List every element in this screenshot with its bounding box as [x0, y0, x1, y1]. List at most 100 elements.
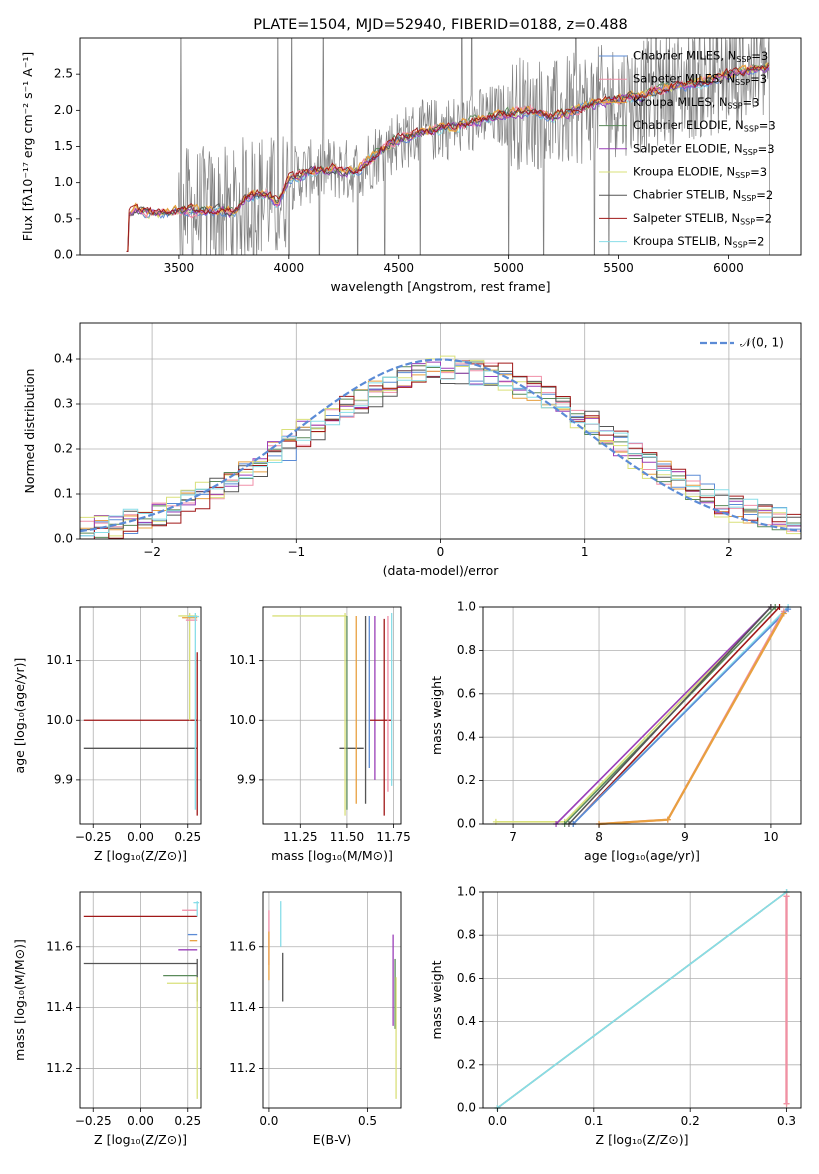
axes-frame	[79, 606, 202, 825]
y-tick-label: 0.2	[457, 773, 476, 787]
x-tick-label: 0.25	[174, 1114, 201, 1128]
legend-value: =3	[750, 165, 767, 179]
legend-entry: Salpeter MILES, NSSP=3	[633, 72, 767, 87]
x-tick-label: −2	[143, 545, 161, 559]
x-tick-label: 8	[595, 830, 603, 844]
legend-subscript: SSP	[735, 171, 750, 180]
x-tick-label: 0.00	[127, 830, 154, 844]
legend-value: =2	[756, 188, 773, 202]
axes-frame	[482, 606, 802, 825]
x-axis-label: Z [log₁₀(Z/Z⊙)]	[94, 1132, 187, 1147]
x-axis-label: wavelength [Angstrom, rest frame]	[330, 279, 550, 294]
legend-entry: Kroupa ELODIE, NSSP=3	[633, 165, 767, 180]
y-tick-label: 0.0	[54, 248, 73, 262]
y-tick-label: 11.6	[229, 939, 256, 953]
model-line	[126, 64, 770, 252]
y-tick-label: 0.4	[457, 730, 476, 744]
x-tick-label: 11.25	[283, 830, 317, 844]
y-tick-label: 10.0	[229, 713, 256, 727]
y-tick-label: 1.0	[54, 175, 73, 189]
x-axis-label: Z [log₁₀(Z/Z⊙)]	[94, 848, 187, 863]
x-tick-label: 5000	[493, 261, 524, 275]
mass-weight-line	[598, 612, 785, 826]
normal-curve	[79, 358, 802, 533]
legend-subscript: SSP	[736, 55, 751, 64]
x-tick-label: 10	[763, 830, 778, 844]
axes-layer	[76, 37, 802, 1112]
x-tick-label: 0.5	[358, 1114, 377, 1128]
legend-value: =3	[751, 49, 768, 63]
x-tick-label: −0.25	[75, 830, 112, 844]
y-tick-label: 10.1	[229, 653, 256, 667]
x-tick-label: 4000	[274, 261, 305, 275]
legend-subscript: SSP	[743, 147, 758, 156]
y-tick-label: 0.8	[457, 643, 476, 657]
x-tick-label: 2	[725, 545, 733, 559]
x-tick-label: 11.50	[330, 830, 364, 844]
y-tick-label: 0.0	[54, 532, 73, 546]
axes-frame	[79, 891, 202, 1109]
legend-entry: 𝒩(0, 1)	[740, 336, 784, 350]
y-tick-label: 11.4	[229, 1000, 256, 1014]
y-tick-label: 9.9	[237, 772, 256, 786]
x-tick-label: 3500	[164, 261, 195, 275]
y-tick-label: 0.4	[54, 352, 73, 366]
legend-subscript: SSP	[735, 78, 750, 87]
x-tick-label: 4500	[383, 261, 414, 275]
mass-weight-line	[572, 608, 789, 825]
y-tick-label: 0.4	[457, 1014, 476, 1028]
legend-entry: Chabrier MILES, NSSP=3	[633, 49, 768, 64]
y-tick-label: 2.5	[54, 67, 73, 81]
y-tick-label: 0.0	[457, 817, 476, 831]
x-axis-label: (data-model)/error	[383, 563, 500, 578]
legend-value: =2	[748, 234, 765, 248]
y-axis-label: mass [log₁₀(M/M⊙)]	[12, 939, 27, 1061]
axes-frame	[79, 322, 802, 540]
axes-frame	[482, 891, 802, 1109]
x-tick-label: 5500	[603, 261, 634, 275]
y-tick-label: 1.5	[54, 139, 73, 153]
mass-weight-line	[497, 891, 787, 1109]
y-tick-label: 0.1	[54, 487, 73, 501]
legend-subscript: SSP	[728, 101, 743, 110]
x-tick-label: 0.25	[174, 830, 201, 844]
y-tick-label: 11.2	[46, 1061, 73, 1075]
legend-subscript: SSP	[744, 124, 759, 133]
y-tick-label: 11.2	[229, 1061, 256, 1075]
y-tick-label: 0.6	[457, 686, 476, 700]
x-axis-label: mass [log₁₀(M/M⊙)]	[271, 848, 393, 863]
legend-value: =3	[750, 72, 767, 86]
y-tick-label: 1.0	[457, 885, 476, 899]
y-tick-label: 0.0	[457, 1101, 476, 1115]
y-tick-label: 0.8	[457, 928, 476, 942]
x-tick-label: 7	[509, 830, 517, 844]
histogram-kroupa-elodie	[80, 355, 801, 537]
data-layer	[79, 38, 802, 1111]
legend-entry: Salpeter ELODIE, NSSP=3	[633, 141, 775, 156]
y-tick-label: 0.5	[54, 211, 73, 225]
y-tick-label: 10.0	[46, 713, 73, 727]
y-tick-label: 0.2	[54, 442, 73, 456]
x-axis-label: E(B-V)	[313, 1132, 352, 1147]
legend-entry: Chabrier ELODIE, NSSP=3	[633, 118, 776, 133]
legend-entry: Kroupa MILES, NSSP=3	[633, 95, 759, 110]
axes-frame	[262, 606, 402, 825]
y-tick-label: 0.3	[54, 397, 73, 411]
legend-value: =3	[743, 95, 760, 109]
axes-frame	[262, 891, 402, 1109]
y-axis-label: mass weight	[429, 960, 444, 1039]
mass-weight-line	[598, 610, 785, 826]
x-tick-label: −1	[287, 545, 305, 559]
y-tick-label: 0.2	[457, 1057, 476, 1071]
x-tick-label: 0.3	[777, 1114, 796, 1128]
x-tick-label: 6000	[713, 261, 744, 275]
legend-subscript: SSP	[733, 240, 748, 249]
data-spectrum-line	[129, 38, 770, 255]
x-tick-label: −0.25	[75, 1114, 112, 1128]
x-tick-label: 11.75	[376, 830, 410, 844]
x-tick-label: 0.0	[259, 1114, 278, 1128]
legend-subscript: SSP	[740, 217, 755, 226]
histogram-kroupa-stelib	[80, 361, 801, 537]
y-tick-label: 10.1	[46, 653, 73, 667]
